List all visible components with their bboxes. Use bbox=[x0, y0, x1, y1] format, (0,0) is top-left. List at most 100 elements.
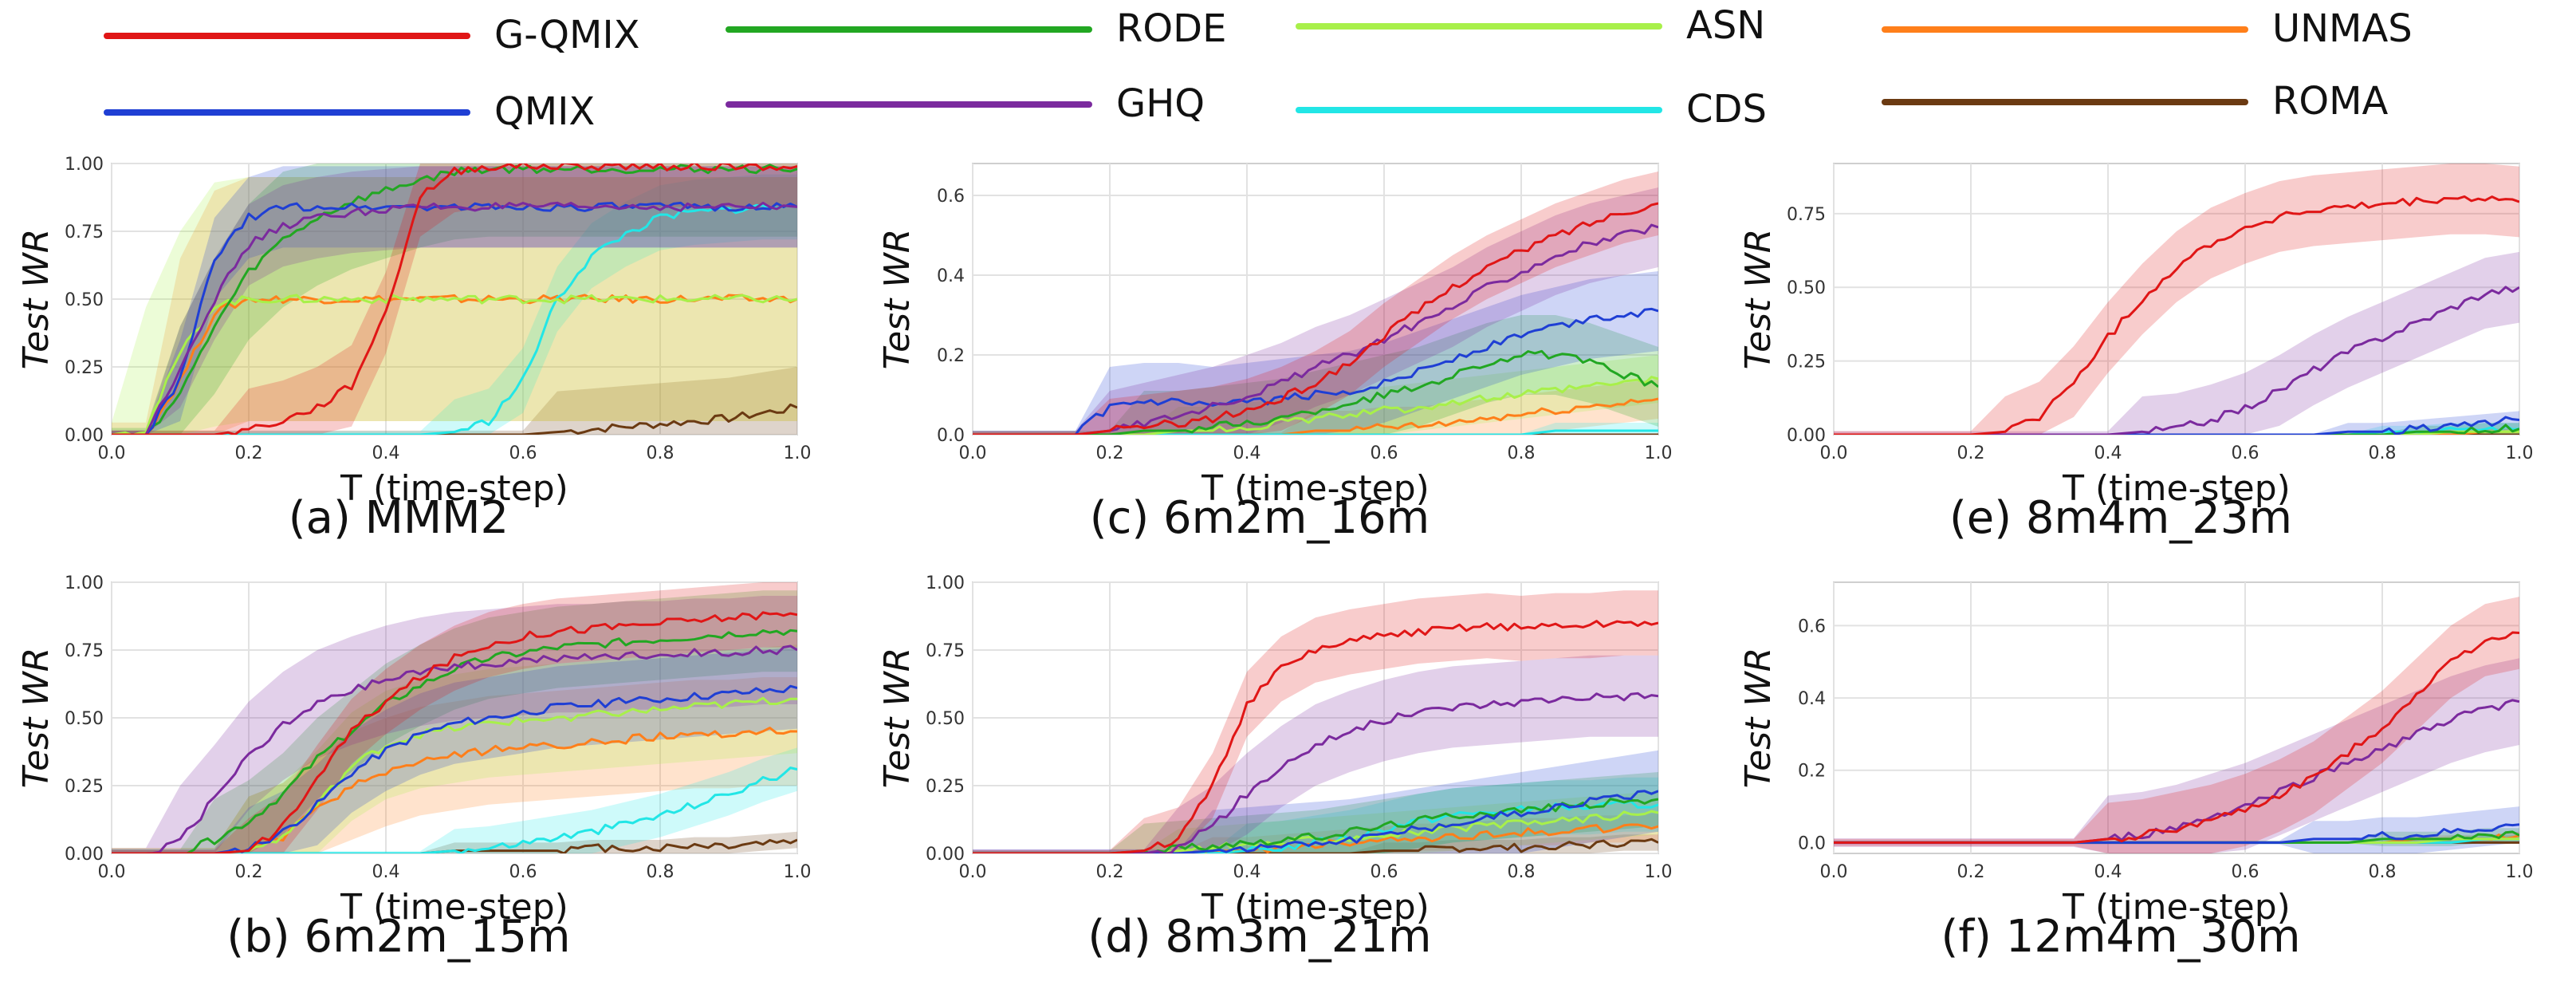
caption-c: (c) 6m2m_16m bbox=[1089, 492, 1430, 544]
panel-a: 0.0 0.2 0.4 0.6 0.8 1.0 0.00 0.25 0.50 0.75 1.00 T … bbox=[0, 148, 812, 578]
y-tick-label: 0.4 bbox=[1798, 689, 1826, 709]
x-tick-label: 0.6 bbox=[509, 862, 537, 882]
band-unmas bbox=[112, 677, 797, 853]
legend-line-roma bbox=[1882, 99, 2248, 105]
y-axis-label: Test WR bbox=[16, 229, 57, 370]
line-ghq bbox=[1834, 286, 2519, 435]
line-g-qmix bbox=[1834, 195, 2519, 435]
band-unmas bbox=[973, 379, 1658, 435]
y-tick-label: 0.25 bbox=[1787, 353, 1826, 372]
y-tick-label: 0.75 bbox=[1787, 205, 1826, 225]
y-tick-label: 0.0 bbox=[937, 426, 965, 446]
legend: G-QMIX QMIX RODE GHQ ASN CDS UNMAS ROMA bbox=[0, 0, 2576, 136]
x-tick-label: 0.8 bbox=[647, 862, 674, 882]
x-tick-label: 0.6 bbox=[2232, 443, 2259, 463]
band-rode bbox=[112, 590, 797, 853]
x-tick-label: 1.0 bbox=[784, 862, 812, 882]
band-ghq bbox=[973, 187, 1658, 435]
y-axis-label: Test WR bbox=[877, 648, 918, 789]
legend-line-g-qmix bbox=[104, 33, 470, 39]
band-cds bbox=[112, 174, 797, 435]
y-tick-label: 0.2 bbox=[1798, 762, 1826, 782]
band-g-qmix bbox=[112, 164, 797, 435]
band-roma bbox=[112, 367, 797, 435]
band-ghq bbox=[112, 596, 797, 853]
x-tick-label: 0.2 bbox=[235, 862, 263, 882]
legend-line-ghq bbox=[726, 101, 1092, 108]
y-tick-label: 0.00 bbox=[1787, 426, 1826, 446]
x-tick-label: 0.2 bbox=[235, 443, 263, 463]
line-g-qmix bbox=[973, 620, 1658, 853]
line-ghq bbox=[112, 644, 797, 853]
legend-line-asn bbox=[1296, 23, 1662, 30]
x-tick-label: 0.8 bbox=[2369, 443, 2397, 463]
plot-area bbox=[1833, 163, 2520, 435]
series-group bbox=[973, 171, 1658, 435]
y-axis-label: Test WR bbox=[877, 229, 918, 370]
band-asn bbox=[973, 355, 1658, 435]
legend-line-cds bbox=[1296, 107, 1662, 113]
legend-label-rode: RODE bbox=[1116, 6, 1227, 51]
caption-a: (a) MMM2 bbox=[288, 492, 509, 544]
line-cds bbox=[112, 203, 797, 435]
x-tick-label: 0.0 bbox=[98, 443, 126, 463]
panel-d: 0.0 0.2 0.4 0.6 0.8 1.0 0.00 0.25 0.50 0.75 1.00 T … bbox=[861, 566, 1673, 997]
line-unmas bbox=[112, 294, 797, 435]
line-qmix bbox=[973, 790, 1658, 853]
x-tick-label: 0.2 bbox=[1096, 443, 1124, 463]
band-unmas bbox=[973, 813, 1658, 853]
x-tick-label: 0.2 bbox=[1957, 443, 1985, 463]
line-rode bbox=[973, 349, 1658, 435]
series-group bbox=[112, 582, 797, 853]
x-tick-label: 0.2 bbox=[1957, 862, 1985, 882]
y-tick-label: 0.0 bbox=[1798, 833, 1826, 853]
chart-a: 0.0 0.2 0.4 0.6 0.8 1.0 0.00 0.25 0.50 0.75 1.00 T … bbox=[16, 155, 812, 509]
band-roma bbox=[112, 831, 797, 853]
y-tick-label: 0.50 bbox=[65, 709, 104, 729]
line-rode bbox=[112, 164, 797, 435]
line-ghq bbox=[973, 692, 1658, 853]
legend-label-unmas: UNMAS bbox=[2272, 6, 2413, 51]
line-g-qmix bbox=[1834, 631, 2519, 844]
y-tick-label: 0.25 bbox=[65, 777, 104, 797]
band-ghq bbox=[1834, 658, 2519, 853]
x-tick-label: 0.8 bbox=[647, 443, 674, 463]
band-rode bbox=[973, 772, 1658, 853]
x-tick-label: 0.6 bbox=[1371, 443, 1398, 463]
x-tick-label: 0.4 bbox=[372, 862, 400, 882]
y-tick-label: 0.6 bbox=[1798, 617, 1826, 636]
chart-d: 0.0 0.2 0.4 0.6 0.8 1.0 0.00 0.25 0.50 0.75 1.00 T … bbox=[877, 573, 1673, 928]
band-ghq bbox=[1834, 251, 2519, 435]
x-tick-label: 0.4 bbox=[1233, 862, 1261, 882]
x-axis-label: T (time-step) bbox=[2062, 468, 2291, 509]
y-tick-label: 0.00 bbox=[65, 845, 104, 865]
legend-label-asn: ASN bbox=[1686, 3, 1766, 48]
band-asn bbox=[112, 644, 797, 853]
y-tick-label: 1.00 bbox=[926, 573, 965, 593]
x-tick-label: 1.0 bbox=[1645, 443, 1673, 463]
line-g-qmix bbox=[973, 202, 1658, 435]
band-asn bbox=[112, 177, 797, 435]
chart-b: 0.0 0.2 0.4 0.6 0.8 1.0 0.00 0.25 0.50 0.75 1.00 T … bbox=[16, 573, 812, 928]
x-tick-label: 0.6 bbox=[2232, 862, 2259, 882]
line-rode bbox=[1834, 424, 2519, 435]
x-tick-label: 0.4 bbox=[2094, 443, 2122, 463]
x-tick-label: 0.0 bbox=[959, 443, 987, 463]
band-g-qmix bbox=[112, 582, 797, 853]
line-g-qmix bbox=[112, 164, 797, 435]
line-rode bbox=[973, 798, 1658, 853]
x-tick-label: 1.0 bbox=[784, 443, 812, 463]
line-unmas bbox=[973, 397, 1658, 435]
y-tick-label: 0.75 bbox=[65, 641, 104, 661]
band-qmix bbox=[973, 271, 1658, 435]
line-unmas bbox=[973, 823, 1658, 853]
y-tick-label: 1.00 bbox=[65, 155, 104, 175]
line-roma bbox=[112, 403, 797, 435]
legend-line-qmix bbox=[104, 109, 470, 116]
caption-d: (d) 8m3m_21m bbox=[1087, 911, 1432, 963]
line-asn bbox=[112, 294, 797, 435]
line-qmix bbox=[1834, 416, 2519, 435]
y-tick-label: 0.4 bbox=[937, 266, 965, 286]
y-tick-label: 0.25 bbox=[65, 358, 104, 378]
x-axis-label: T (time-step) bbox=[2062, 887, 2291, 928]
